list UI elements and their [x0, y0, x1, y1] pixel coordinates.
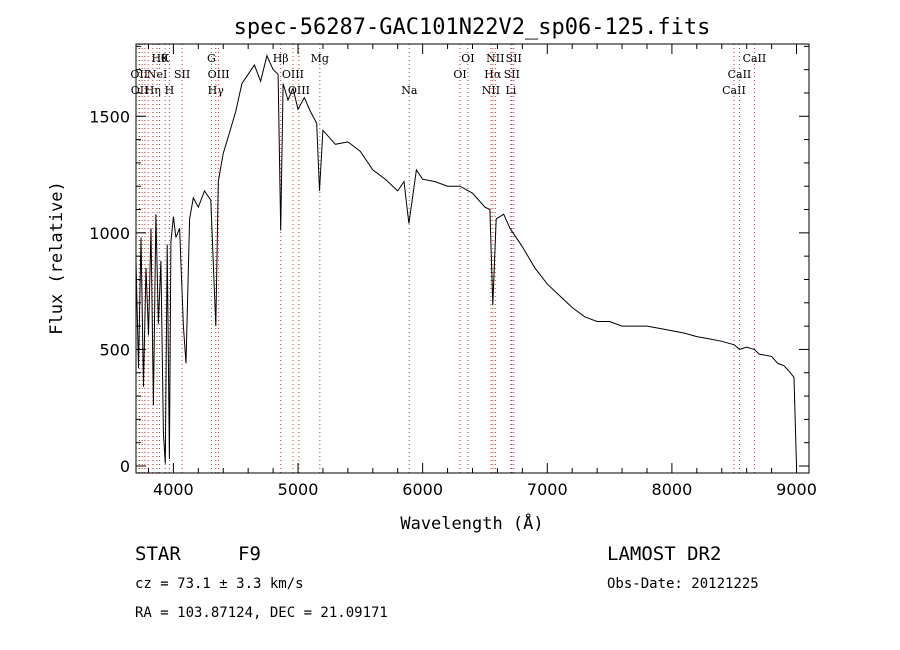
spectral-line-label: NII: [482, 84, 500, 97]
spectral-line-label: OII: [131, 84, 149, 97]
spectral-line-label: CaII: [722, 84, 746, 97]
spectral-line-label: CaII: [728, 68, 752, 81]
flux-series: [135, 54, 797, 467]
x-tick-label: 6000: [402, 480, 443, 499]
object-subclass: F9: [238, 543, 261, 565]
spectral-line-label: K: [161, 52, 170, 65]
spectral-line-label: Mg: [311, 52, 329, 65]
axis-ticks: 4000 5000 6000 7000 8000 9000 0 500 1000 1500: [89, 44, 817, 499]
spectral-line-label: Li: [505, 84, 516, 97]
x-tick-label: 9000: [776, 480, 817, 499]
y-tick-label: 500: [99, 340, 130, 359]
y-tick-label: 1000: [89, 224, 130, 243]
redshift-velocity: cz = 73.1 ± 3.3 km/s: [135, 576, 304, 592]
spectral-line-label: Hθ: [151, 52, 168, 65]
spectral-line-label: Hα: [484, 68, 502, 81]
spectral-line-label: CaII: [743, 52, 767, 65]
flux-line: [135, 54, 797, 467]
y-axis-label: Flux (relative): [47, 181, 67, 335]
spectral-line-label: Hη: [145, 84, 161, 97]
survey-name: LAMOST DR2: [607, 543, 722, 565]
spectral-line-label: SII: [504, 68, 520, 81]
spectral-line-label: OIII: [288, 84, 310, 97]
spectral-line-label: SII: [506, 52, 522, 65]
plot-frame: [135, 43, 810, 474]
x-tick-label: 5000: [278, 480, 319, 499]
spectral-line-label: OII: [130, 68, 148, 81]
spectral-line-label: OIII: [208, 68, 230, 81]
spectral-line-label: Hβ: [273, 52, 289, 65]
spectral-line-markers: OIIOIIHηNeIHθKHSIIGHγOIIIHβOIIIOIIIMgNaO…: [130, 44, 766, 473]
spectral-line-label: G: [207, 52, 216, 65]
spectral-line-label: NII: [486, 52, 504, 65]
observation-date: Obs-Date: 20121225: [607, 576, 759, 592]
y-tick-label: 0: [120, 457, 130, 476]
object-class: STAR: [135, 543, 181, 565]
spectral-line-label: NeI: [147, 68, 167, 81]
spectral-line-label: SII: [174, 68, 190, 81]
spectral-line-label: OI: [453, 68, 466, 81]
spectral-line-label: Na: [401, 84, 418, 97]
spectral-line-label: OI: [461, 52, 474, 65]
spectral-line-label: OIII: [282, 68, 304, 81]
spectral-line-label: H: [165, 84, 175, 97]
x-tick-label: 7000: [527, 480, 568, 499]
x-tick-label: 4000: [153, 480, 194, 499]
x-axis-label: Wavelength (Å): [400, 512, 543, 534]
chart-title: spec-56287-GAC101N22V2_sp06-125.fits: [234, 15, 711, 40]
y-tick-label: 1500: [89, 107, 130, 126]
spectral-line-label: Hγ: [208, 84, 225, 97]
x-tick-label: 8000: [652, 480, 693, 499]
sky-coordinates: RA = 103.87124, DEC = 21.09171: [135, 605, 388, 621]
